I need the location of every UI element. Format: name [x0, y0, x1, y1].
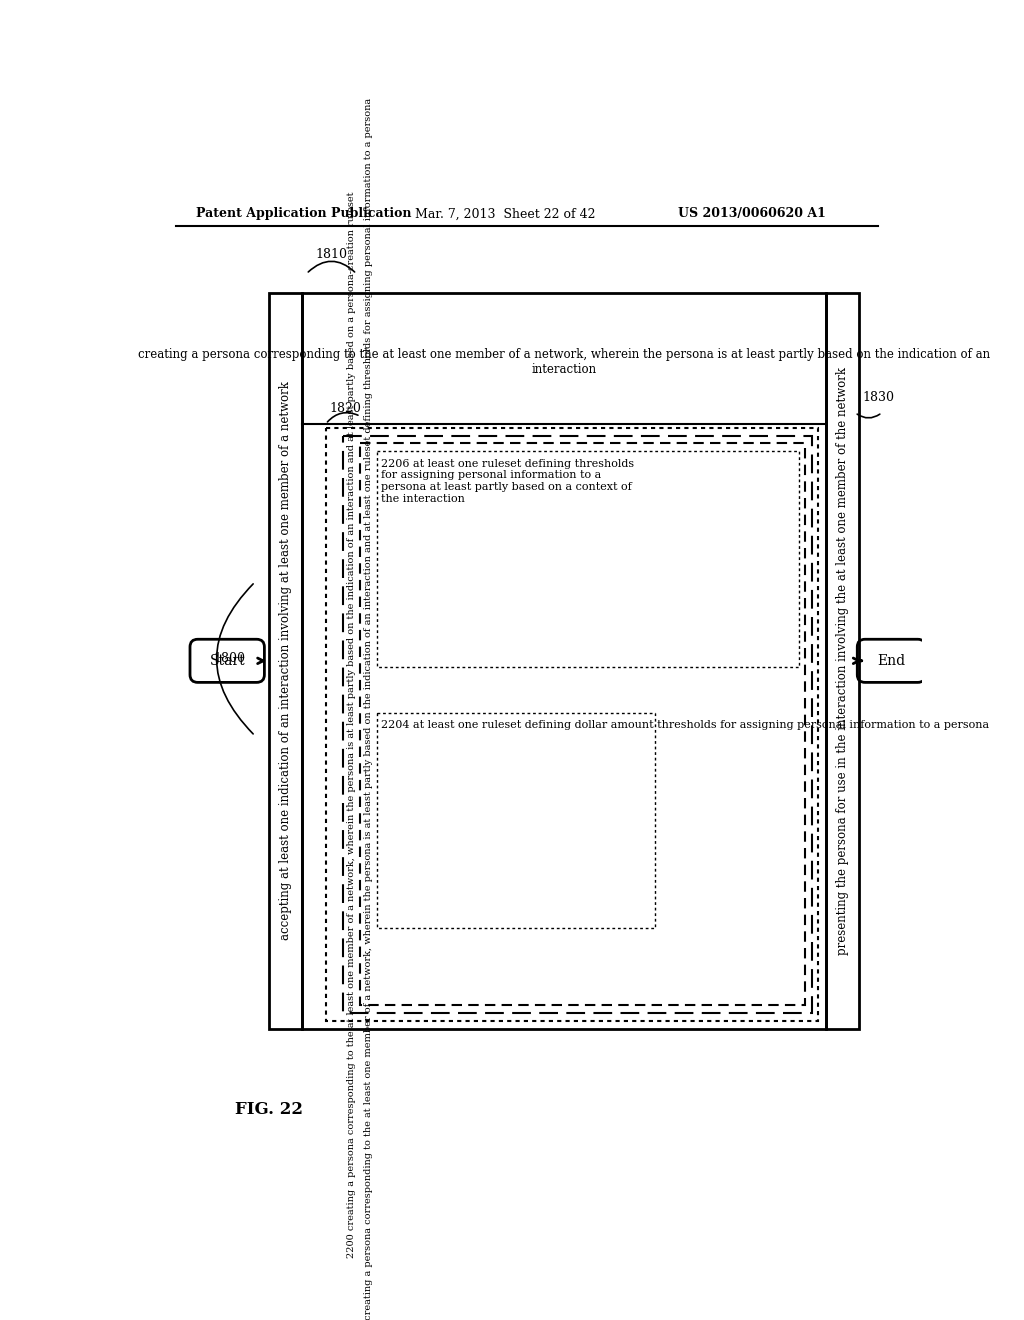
Text: 2204 at least one ruleset defining dollar amount thresholds for assigning person: 2204 at least one ruleset defining dolla…: [381, 721, 989, 730]
Text: presenting the persona for use in the interaction involving the at least one mem: presenting the persona for use in the in…: [836, 367, 849, 954]
Bar: [269, 293, 302, 1028]
Bar: [359, 444, 805, 1006]
Text: creating a persona corresponding to the at least one member of a network, wherei: creating a persona corresponding to the …: [138, 348, 990, 376]
Text: accepting at least one indication of an interaction involving at least one membe: accepting at least one indication of an …: [280, 381, 292, 940]
Text: 1830: 1830: [862, 391, 895, 404]
Text: End: End: [878, 653, 905, 668]
Text: Mar. 7, 2013  Sheet 22 of 42: Mar. 7, 2013 Sheet 22 of 42: [415, 207, 595, 220]
Bar: [377, 451, 799, 667]
Text: FIG. 22: FIG. 22: [234, 1101, 303, 1118]
Bar: [302, 293, 825, 1028]
Text: 1810: 1810: [315, 248, 348, 261]
Text: 2202  creating a persona corresponding to the at least one member of a network, : 2202 creating a persona corresponding to…: [364, 98, 373, 1320]
Bar: [825, 293, 859, 1028]
Text: 1820: 1820: [330, 403, 361, 416]
Text: US 2013/0060620 A1: US 2013/0060620 A1: [678, 207, 826, 220]
Bar: [326, 428, 818, 1020]
Bar: [377, 713, 655, 928]
Text: 1800: 1800: [214, 652, 246, 665]
Text: Start: Start: [209, 653, 245, 668]
Text: 2206 at least one ruleset defining thresholds
for assigning personal information: 2206 at least one ruleset defining thres…: [381, 459, 634, 503]
Bar: [343, 436, 812, 1014]
Text: Patent Application Publication: Patent Application Publication: [197, 207, 412, 220]
Text: 2200 creating a persona corresponding to the at least one member of a network, w: 2200 creating a persona corresponding to…: [347, 191, 355, 1258]
